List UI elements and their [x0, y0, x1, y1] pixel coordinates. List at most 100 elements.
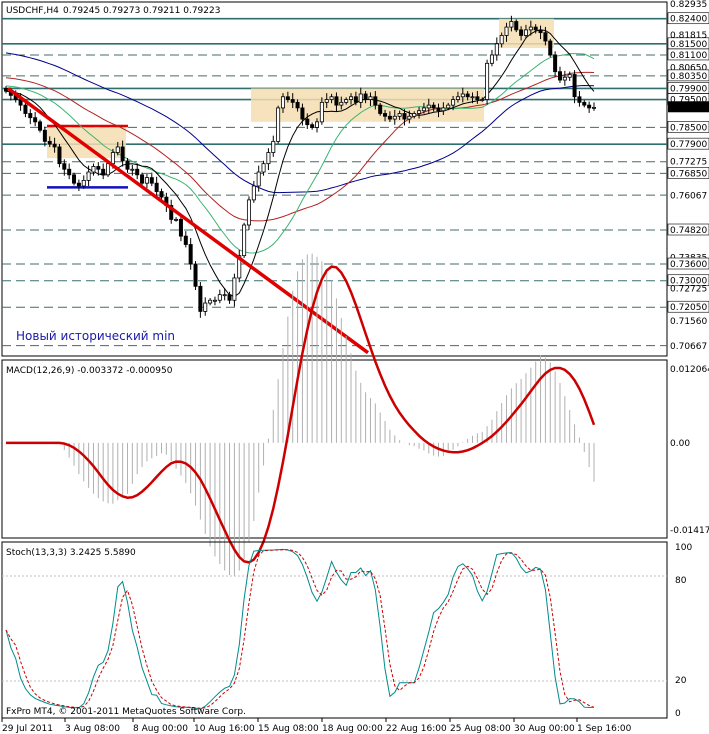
candle-body — [319, 101, 324, 123]
time-axis-label: 29 Jul 2011 — [2, 724, 53, 734]
time-axis-label: 10 Aug 16:00 — [194, 724, 255, 734]
price-axis-label: 0.70667 — [670, 342, 707, 352]
candle-body — [310, 124, 315, 128]
price-pane[interactable]: USDCHF,H4 0.79245 0.79273 0.79211 0.7922… — [1, 1, 668, 357]
candle-body — [300, 107, 305, 120]
candle-body — [212, 299, 217, 302]
candle-body — [441, 107, 446, 112]
candle-body — [198, 285, 203, 312]
symbol-title: USDCHF,H4 — [6, 6, 59, 16]
candle-body — [523, 29, 528, 36]
candle-body — [295, 101, 300, 109]
candle-body — [587, 104, 592, 109]
stochastic-pane[interactable]: Stoch(13,3,3) 3.2425 5.5890 FxPro MT4, ©… — [1, 541, 668, 719]
candle-body — [446, 104, 451, 109]
candle-body — [290, 99, 295, 103]
price-axis-label: 0.80650 — [670, 64, 707, 74]
candle-body — [485, 62, 490, 100]
candle-body — [154, 182, 159, 192]
candle-body — [315, 121, 320, 128]
trend-lines — [6, 86, 370, 355]
candle-body — [52, 143, 57, 148]
price-tag-box — [667, 257, 709, 270]
candle-body — [222, 294, 227, 297]
candle-body — [135, 168, 140, 176]
candle-body — [271, 140, 276, 153]
price-axis-label: 0.76850 — [670, 169, 707, 179]
candle-body — [489, 54, 494, 64]
candle-body — [402, 113, 407, 120]
stoch-axis-label: 80 — [675, 576, 687, 586]
candle-body — [193, 263, 198, 287]
copyright: FxPro MT4, © 2001-2011 MetaQuotes Softwa… — [6, 707, 246, 717]
candle-body — [519, 29, 524, 36]
ohlc-readout: 0.79245 0.79273 0.79211 0.79223 — [63, 6, 220, 16]
candle-body — [397, 113, 402, 117]
time-axis-label: 25 Aug 08:00 — [450, 724, 511, 734]
macd-pane[interactable]: MACD(12,26,9) -0.003372 -0.000950 — [1, 253, 668, 577]
price-tag-box — [667, 48, 709, 61]
candle-body — [451, 99, 456, 106]
candle-body — [169, 205, 174, 220]
candle-body — [86, 171, 91, 181]
candle-body — [91, 166, 96, 173]
price-axis-label: 0.79900 — [670, 84, 707, 94]
candle-body — [178, 219, 183, 237]
downtrend-line — [6, 86, 370, 355]
stoch-axis: 100 80 20 0 — [675, 543, 692, 719]
candle-body — [42, 129, 47, 142]
candle-body — [504, 26, 509, 36]
candle-body — [183, 235, 188, 245]
candle-body — [242, 224, 247, 257]
price-axis-label: 0.82400 — [670, 15, 707, 25]
time-axis-label: 15 Aug 08:00 — [258, 724, 319, 734]
stoch-axis-label: 20 — [675, 676, 687, 686]
annotation-new-historical-min: Новый исторический min — [16, 329, 175, 343]
candle-body — [208, 299, 213, 304]
candle-body — [261, 163, 266, 173]
price-tag-box — [667, 121, 709, 133]
candle-body — [115, 146, 120, 153]
candle-body — [38, 121, 43, 131]
candle-body — [358, 93, 363, 103]
candle-body — [480, 99, 485, 101]
candle-body — [387, 115, 392, 120]
price-axis-label: 0.73600 — [670, 260, 707, 270]
candle-body — [383, 113, 388, 117]
candle-body — [67, 168, 72, 176]
stoch-axis-label: 100 — [675, 543, 692, 553]
candle-body — [76, 182, 81, 187]
time-axis-label: 18 Aug 00:00 — [322, 724, 383, 734]
macd-histogram — [63, 253, 595, 577]
price-tag-box — [667, 137, 709, 150]
candle-body — [373, 96, 378, 106]
candle-body — [72, 174, 77, 184]
candle-body — [256, 171, 261, 187]
candle-body — [499, 35, 504, 45]
candle-body — [582, 101, 587, 106]
candle-body — [149, 177, 154, 184]
price-level-lines — [2, 17, 667, 347]
price-axis-label: 0.81100 — [670, 51, 707, 61]
candle-body — [324, 99, 329, 103]
candle-body — [62, 163, 67, 170]
price-axis-label: 0.81815 — [670, 31, 707, 41]
price-tag-box — [667, 167, 709, 179]
candle-body — [353, 96, 358, 103]
candle-body — [421, 107, 426, 112]
time-axis-label: 30 Aug 00:00 — [514, 724, 575, 734]
price-axis-label: 0.82935 — [670, 0, 707, 10]
price-tag-box — [667, 12, 709, 25]
stoch-axis-label: 0 — [675, 709, 681, 719]
candle-body — [412, 113, 417, 117]
candle-body — [533, 26, 538, 31]
price-axis-label: 0.77275 — [670, 158, 707, 168]
candle-body — [378, 104, 383, 114]
candle-body — [96, 166, 101, 170]
stoch-signal-line — [5, 549, 595, 709]
candle-body — [203, 302, 208, 312]
macd-axis-label: 0.00 — [670, 439, 690, 449]
candle-body — [460, 93, 465, 98]
price-axis-label: 0.79500 — [670, 96, 707, 106]
